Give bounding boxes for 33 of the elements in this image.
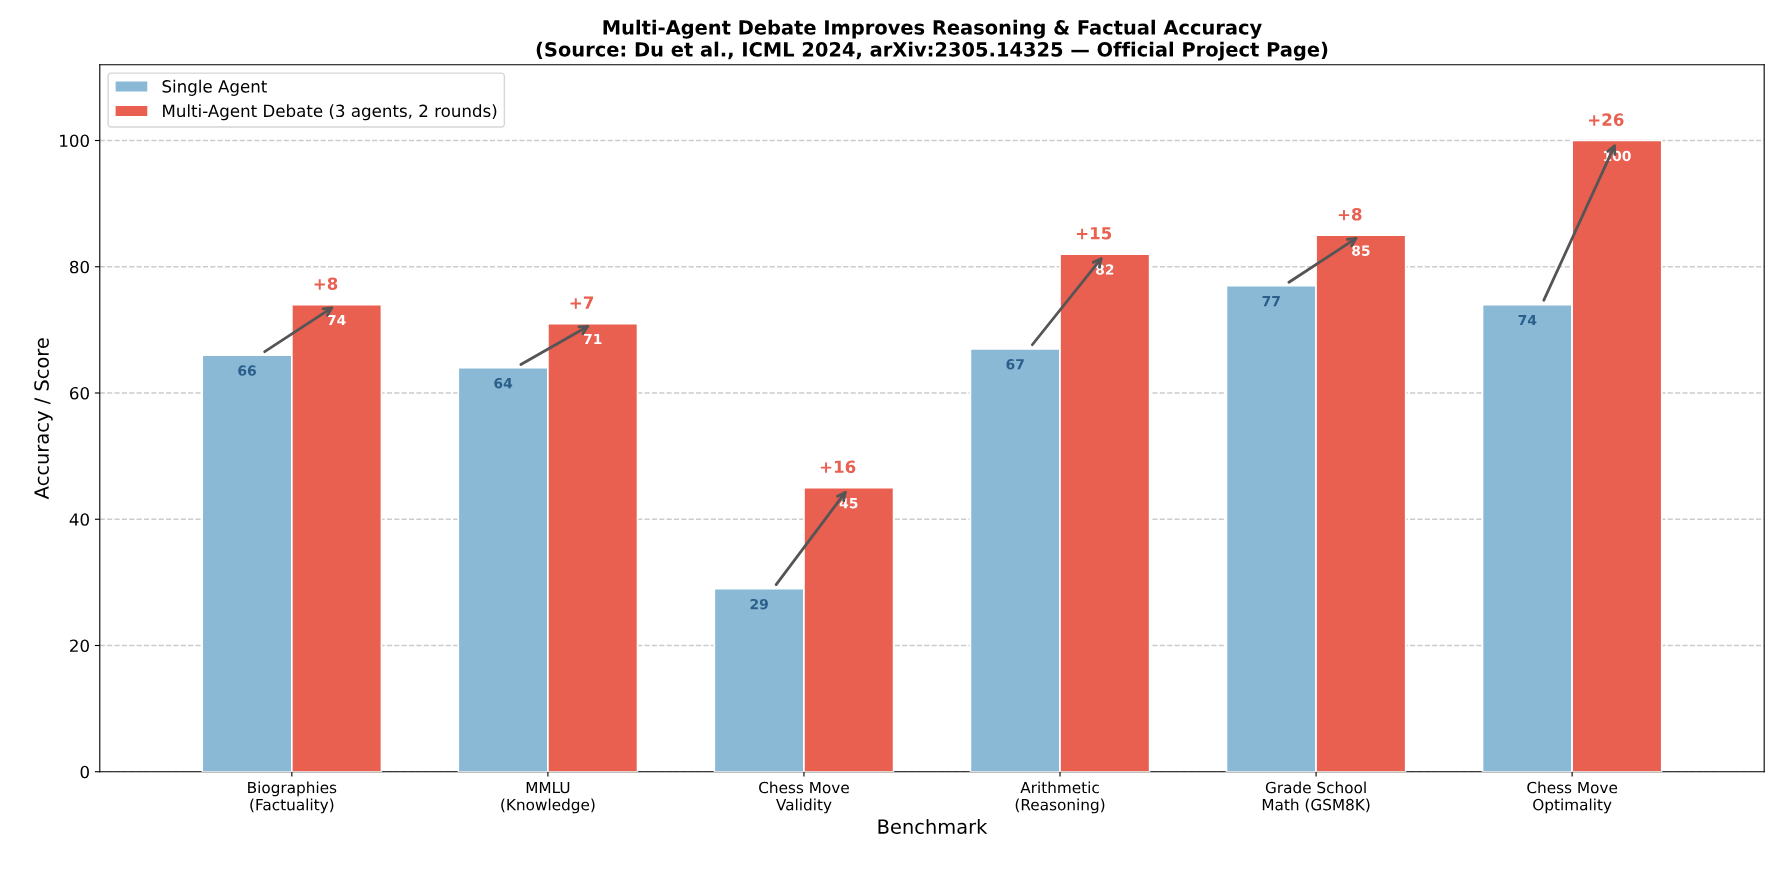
x-tick-label: Arithmetic (Reasoning) [1015,781,1105,814]
x-tick-label: Grade School Math (GSM8K) [1262,781,1370,813]
annotation: +8 [314,277,338,291]
data-label: 64 [494,377,513,389]
y-tick-label: 20 [70,639,89,653]
y-tick-label: 100 [60,134,89,148]
x-tick-label: MMLU (Knowledge) [501,781,595,814]
legend-label: Single Agent [162,79,267,96]
data-label: 74 [1518,315,1537,326]
annotation: +16 [820,460,856,474]
annotation: +15 [1076,227,1112,240]
data-label: 85 [1352,245,1370,256]
x-tick-label: Chess Move Optimality [1527,781,1618,814]
data-label: 77 [1262,296,1280,307]
annotation: +7 [570,296,594,309]
annotation: +8 [1338,207,1362,221]
annotation: +26 [1589,113,1624,126]
y-tick-label: 80 [69,260,89,274]
legend-label: Multi-Agent Debate (3 agents, 2 rounds) [163,104,497,121]
data-label: 82 [1096,264,1114,275]
data-label: 74 [327,315,346,326]
x-axis-title: Benchmark [878,818,988,834]
data-label: 29 [750,598,768,610]
y-tick-label: 60 [70,386,89,400]
y-tick-label: 40 [69,513,89,526]
x-tick-label: Biographies (Factuality) [248,781,337,814]
y-axis-title: Accuracy / Score [34,338,53,500]
y-tick-label: 0 [80,765,89,779]
data-label: 66 [238,365,256,376]
data-label: 67 [1006,359,1024,370]
x-tick-label: Chess Move Validity [759,781,849,814]
data-label: 71 [583,333,602,345]
chart-title: Multi-Agent Debate Improves Reasoning & Factual Accuracy (Source: Du et al., ICML 2024, arXiv:2305.14325 — Official Project Page) [536,19,1328,61]
